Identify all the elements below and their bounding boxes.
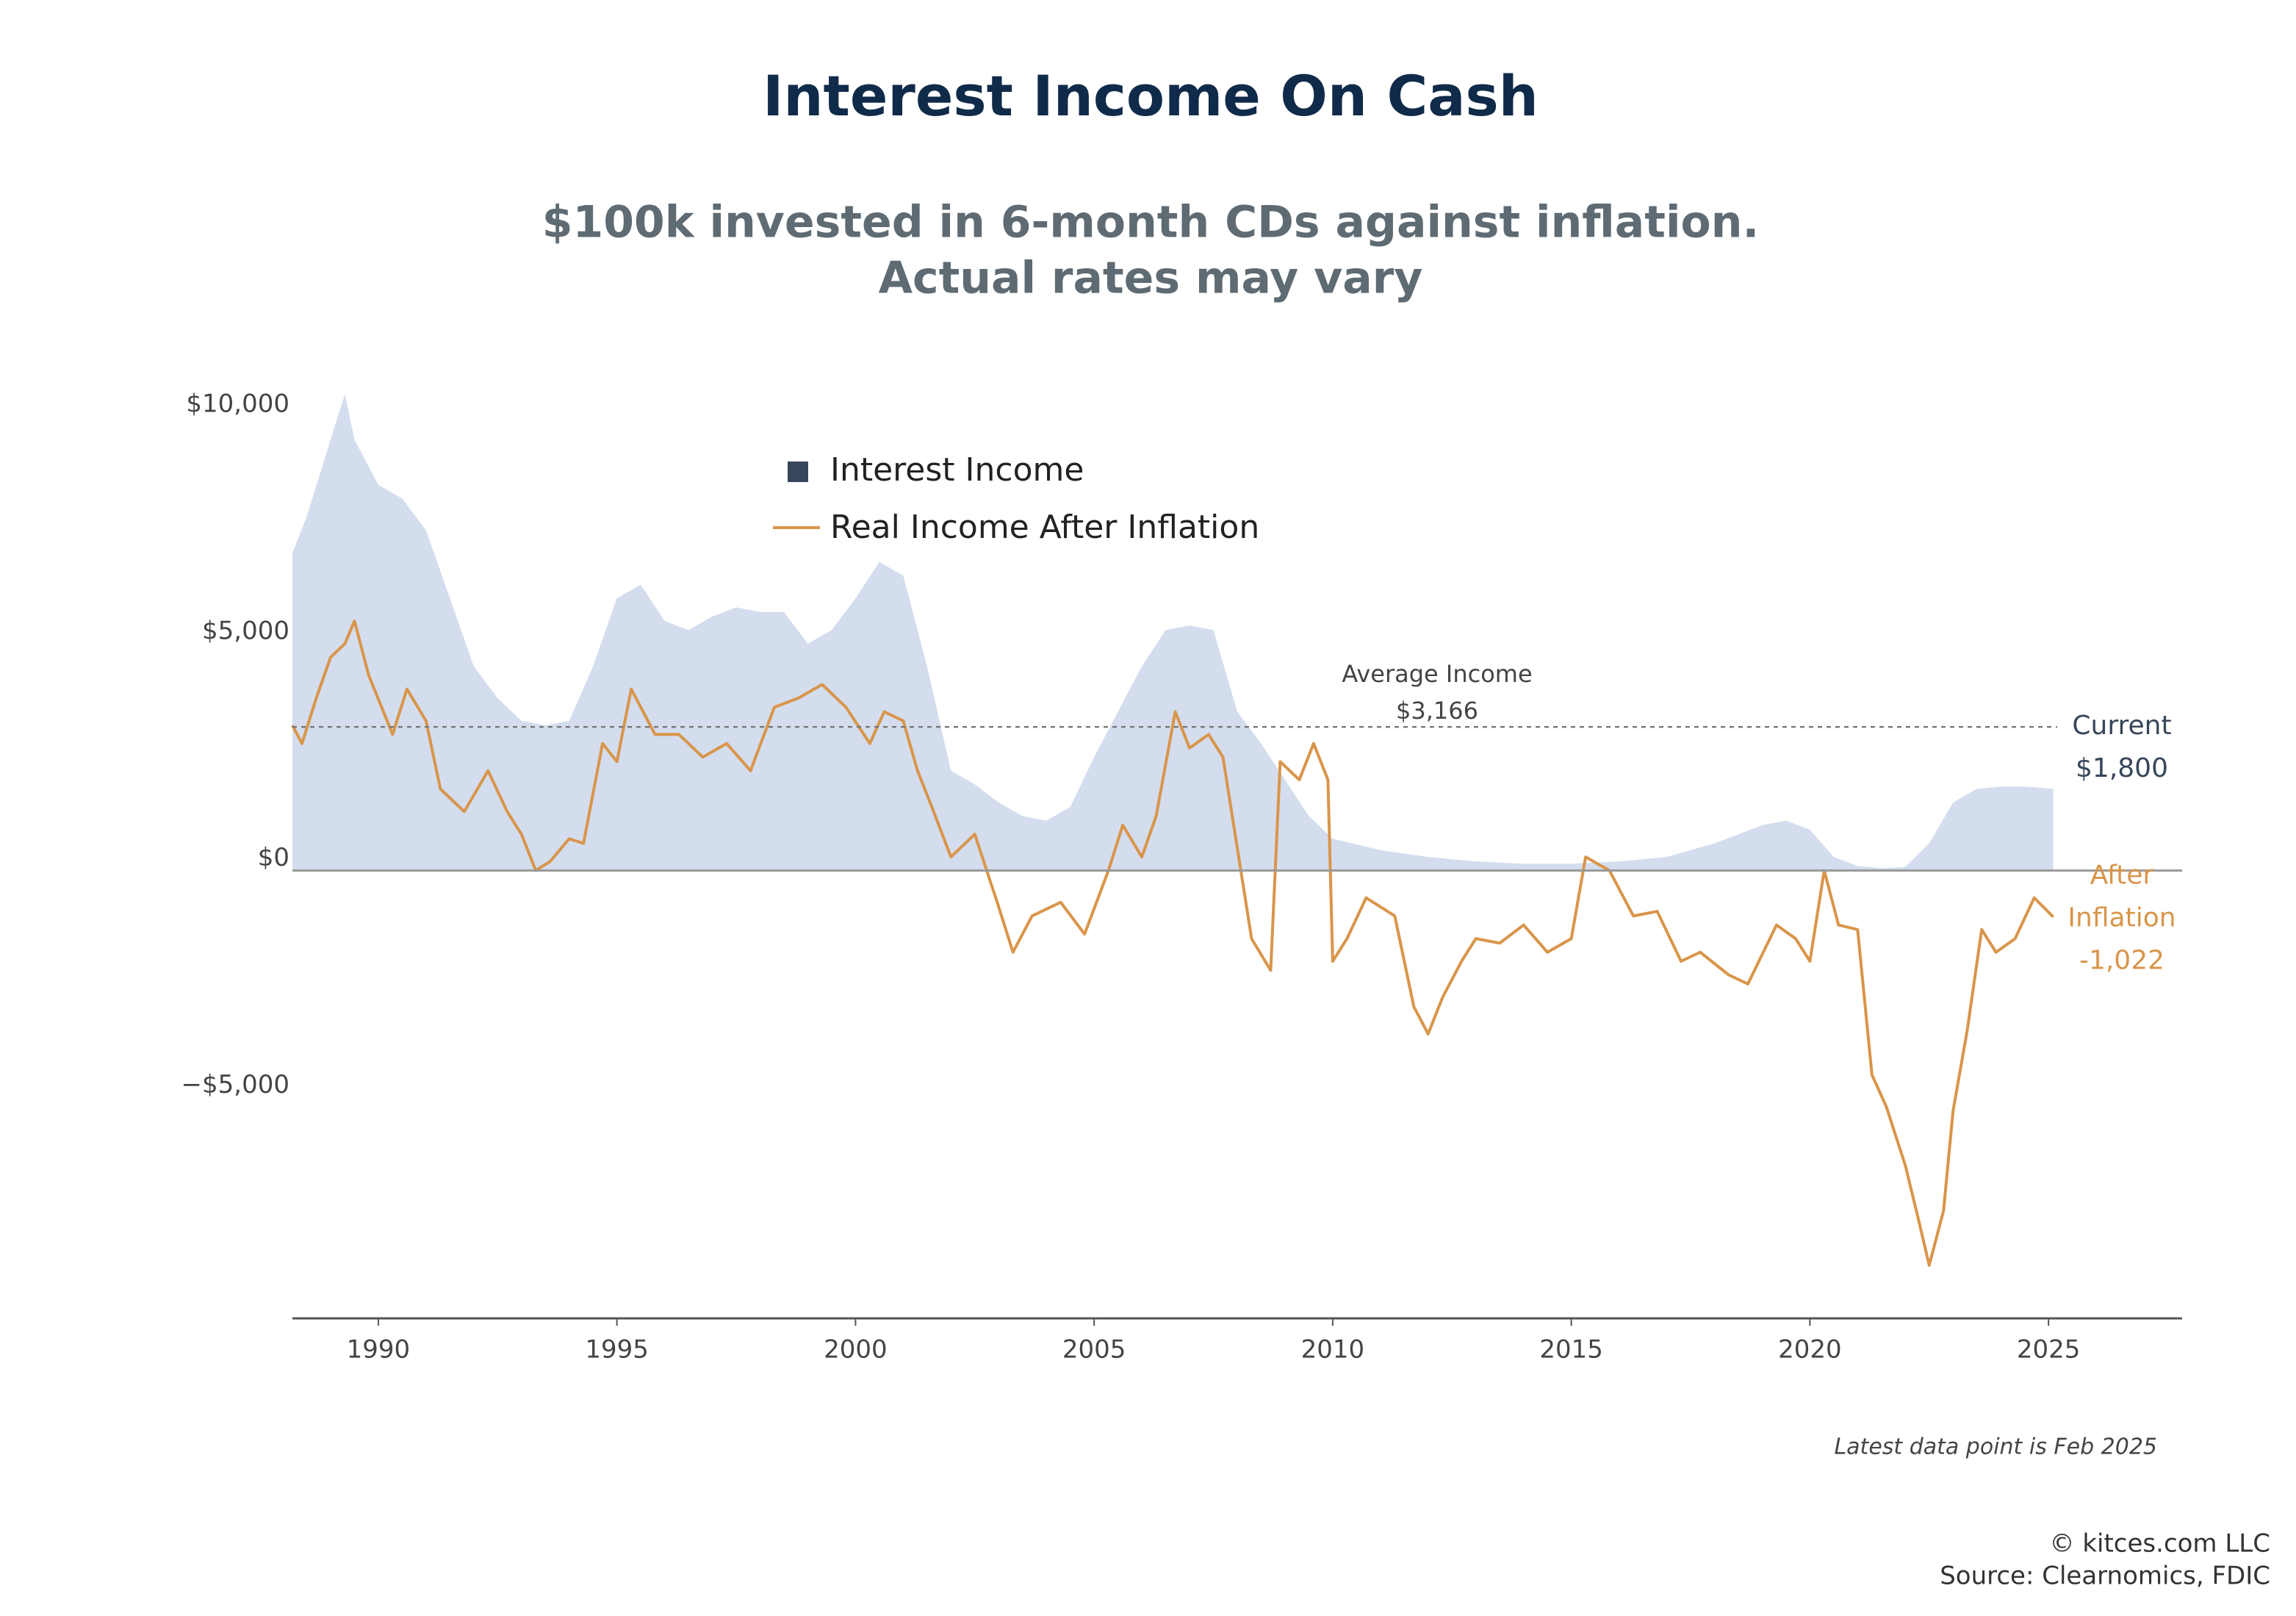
- x-tick-label: 2025: [2017, 1335, 2081, 1365]
- end-label: Inflation: [2068, 903, 2176, 933]
- x-tick-label: 1995: [585, 1335, 649, 1365]
- average-label: Average Income: [1342, 660, 1532, 688]
- x-tick-label: 2015: [1539, 1335, 1603, 1365]
- legend-label: Real Income After Inflation: [830, 509, 1259, 546]
- chart-subtitle: $100k invested in 6-month CDs against in…: [542, 197, 1760, 248]
- end-label: Current: [2072, 711, 2171, 741]
- note: Latest data point is Feb 2025: [1834, 1434, 2157, 1460]
- y-tick-label: $10,000: [186, 389, 289, 419]
- income-area: [292, 394, 2054, 871]
- x-tick-label: 2010: [1301, 1335, 1365, 1365]
- x-tick-label: 1990: [347, 1335, 411, 1365]
- footer: © kitces.com LLC: [2050, 1529, 2270, 1559]
- footer: Source: Clearnomics, FDIC: [1940, 1562, 2270, 1591]
- legend-label: Interest Income: [830, 451, 1084, 489]
- x-tick-label: 2020: [1778, 1335, 1842, 1365]
- end-label: After: [2090, 861, 2154, 891]
- end-label: -1,022: [2079, 946, 2164, 976]
- end-label: $1,800: [2076, 753, 2168, 783]
- y-tick-label: $5,000: [202, 616, 289, 645]
- y-tick-label: $0: [258, 843, 289, 872]
- chart-title: Interest Income On Cash: [763, 63, 1539, 129]
- x-tick-label: 2000: [824, 1335, 888, 1365]
- legend-swatch: [788, 462, 808, 482]
- real-income-line: [291, 620, 2055, 1267]
- y-tick-label: −$5,000: [181, 1070, 289, 1099]
- x-tick-label: 2005: [1062, 1335, 1126, 1365]
- chart-subtitle: Actual rates may vary: [879, 253, 1423, 304]
- average-label: $3,166: [1396, 697, 1478, 725]
